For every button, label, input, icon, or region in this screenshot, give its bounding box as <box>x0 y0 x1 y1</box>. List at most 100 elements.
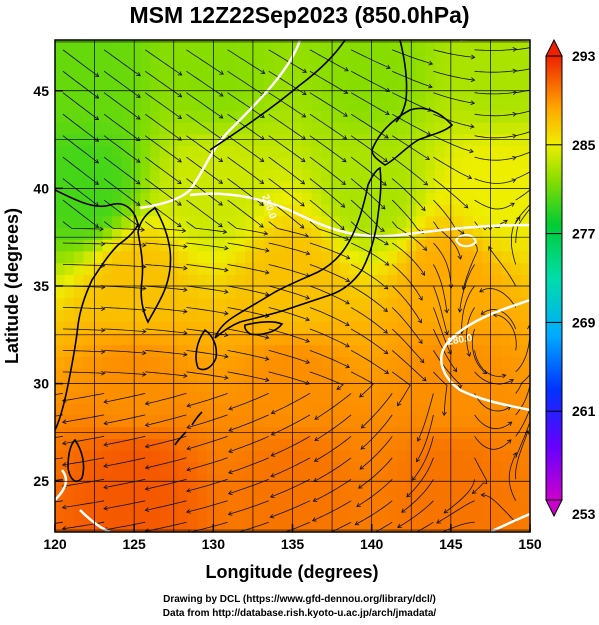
field-cell <box>302 461 313 474</box>
field-cell <box>463 75 474 88</box>
streamline <box>466 307 475 357</box>
field-cell <box>121 75 132 88</box>
field-cell <box>359 321 370 334</box>
streamline-arrowhead <box>480 492 485 498</box>
field-cell <box>188 379 199 392</box>
field-cell <box>340 309 351 322</box>
field-cell <box>245 391 256 404</box>
field-cell <box>340 508 351 521</box>
coast-honshu <box>214 166 382 339</box>
streamline-arrowhead <box>142 285 147 291</box>
field-cell <box>454 286 465 299</box>
field-cell <box>530 391 540 403</box>
field-cell <box>112 51 123 64</box>
field-cell <box>264 297 275 310</box>
field-cell <box>511 239 522 252</box>
field-cell <box>283 122 294 135</box>
streamline-arrowhead <box>264 334 270 340</box>
field-cell <box>302 63 313 76</box>
streamline-arrowhead <box>463 203 469 209</box>
field-cell <box>74 496 85 510</box>
field-cell <box>520 438 530 451</box>
field-cell <box>178 274 189 287</box>
streamline-arrowhead <box>421 206 426 212</box>
field-cell <box>311 438 322 451</box>
field-cell <box>302 309 313 322</box>
field-cell <box>188 168 199 182</box>
field-cell <box>102 508 113 521</box>
field-cell <box>188 321 199 334</box>
streamline <box>145 393 187 405</box>
field-cell <box>321 215 332 228</box>
streamline <box>62 478 105 487</box>
field-cell <box>74 157 85 170</box>
field-cell <box>463 368 474 381</box>
field-cell <box>511 180 522 193</box>
field-cell <box>178 250 189 264</box>
field-cell <box>93 286 104 299</box>
field-cell <box>492 168 503 182</box>
field-cell <box>520 391 530 404</box>
field-cell <box>511 286 522 299</box>
streamline <box>227 49 265 74</box>
field-cell <box>340 379 351 392</box>
field-cell <box>302 51 313 64</box>
field-cell <box>416 379 427 392</box>
streamline <box>433 156 472 179</box>
field-cell <box>102 215 113 228</box>
field-cell <box>378 508 389 521</box>
field-cell <box>264 356 275 369</box>
field-cell <box>83 344 94 357</box>
field-cell <box>102 122 113 135</box>
streamline <box>515 68 530 72</box>
field-cell <box>112 309 123 322</box>
streamline <box>433 242 452 289</box>
field-cell <box>159 391 170 404</box>
field-cell <box>273 309 284 322</box>
field-cell <box>511 204 522 217</box>
field-cell <box>273 180 284 193</box>
field-cell <box>216 473 227 486</box>
field-cell <box>473 461 484 474</box>
field-cell <box>302 520 313 532</box>
streamline <box>104 414 146 425</box>
field-cell <box>207 438 218 451</box>
map-title: MSM 12Z22Sep2023 (850.0hPa) <box>129 2 470 28</box>
field-cell <box>188 40 199 53</box>
streamline <box>391 242 425 276</box>
field-cell <box>197 496 208 510</box>
field-cell <box>83 215 94 228</box>
streamline-arrowhead <box>345 343 350 348</box>
field-cell <box>425 110 436 123</box>
field-cell <box>150 356 161 369</box>
streamline <box>237 521 269 532</box>
field-cell <box>349 157 360 170</box>
field-cell <box>330 321 341 334</box>
field-cell <box>492 98 503 111</box>
field-cell <box>64 450 75 463</box>
field-cell <box>425 379 436 392</box>
x-tick-label: 150 <box>518 536 542 552</box>
field-cell <box>330 356 341 369</box>
streamline <box>55 414 63 417</box>
field-cell <box>235 332 246 346</box>
streamline-arrowhead <box>94 94 100 99</box>
field-cell <box>530 87 540 99</box>
streamline <box>103 500 146 510</box>
field-cell <box>520 485 530 498</box>
coast-sakhalin <box>395 40 408 123</box>
field-cell <box>55 51 66 64</box>
field-cell <box>416 239 427 252</box>
field-cell <box>216 250 227 264</box>
field-cell <box>530 63 540 75</box>
field-cell <box>273 215 284 228</box>
field-cell <box>140 192 151 205</box>
field-cell <box>302 485 313 498</box>
streamline <box>309 156 346 185</box>
field-cell <box>454 473 465 486</box>
field-cell <box>454 332 465 346</box>
field-cell <box>83 145 94 158</box>
streamline-arrowhead <box>384 241 389 246</box>
field-cell <box>197 157 208 170</box>
field-cell <box>444 379 455 392</box>
